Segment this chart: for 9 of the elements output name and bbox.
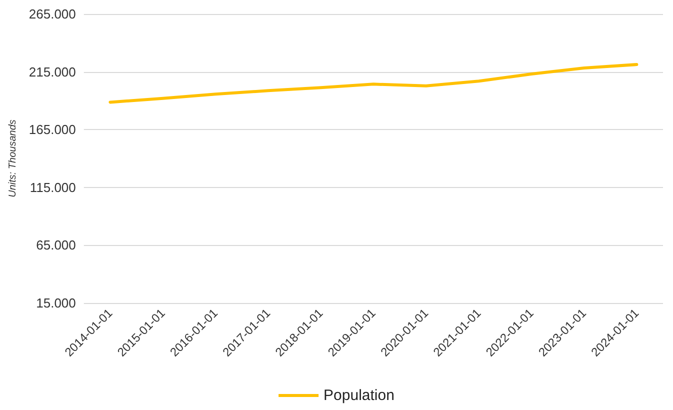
line-series: [108, 63, 638, 104]
y-tick-label: 215.000: [28, 64, 76, 80]
legend-label: Population: [324, 387, 394, 404]
y-tick-label: 165.000: [28, 122, 76, 138]
y-tick-label: 265.000: [28, 6, 76, 22]
y-tick-label: 15.000: [36, 296, 76, 310]
y-tick-label: 115.000: [30, 180, 76, 195]
y-axis-title: Units: Thousands: [8, 120, 18, 198]
y-tick-label: 65.000: [36, 238, 76, 253]
